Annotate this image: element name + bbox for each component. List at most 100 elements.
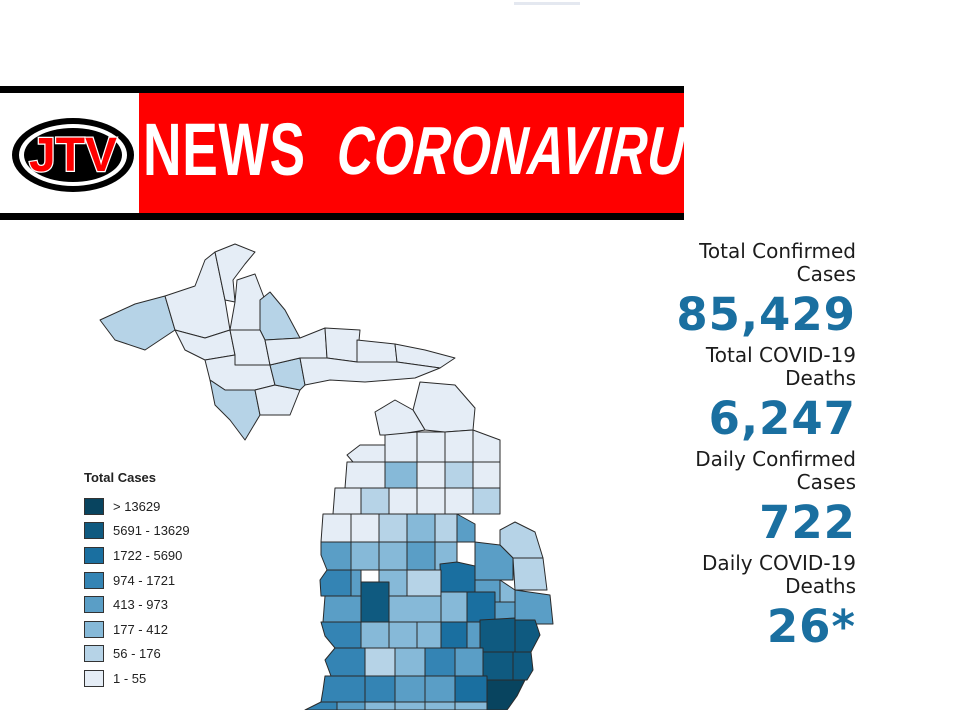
legend-label: 5691 - 13629 [113,523,190,539]
county-shape [440,621,468,649]
legend-swatch [84,497,104,515]
legend-rows: > 13629 5691 - 13629 1722 - 5690 974 - 1721… [84,494,190,691]
county-shape [378,513,408,543]
county-shape [304,701,338,710]
county-shape [454,701,488,710]
legend-swatch [84,620,104,638]
county-shape [254,384,301,416]
county-shape [384,431,418,463]
county-shape [406,541,436,571]
county-shape [350,541,380,571]
michigan-county-map [99,243,554,710]
county-shape [424,675,456,703]
county-shape [412,381,476,433]
legend-item: 56 - 176 [84,642,190,667]
legend-title: Total Cases [84,470,157,485]
stat-block: Total COVID-19 Deaths 6,247 [556,344,856,448]
stat-label: Deaths [785,366,856,390]
county-shape [440,591,468,623]
county-shape [259,291,301,341]
county-shape [512,557,548,591]
county-shape [360,581,390,623]
legend-label: 1722 - 5690 [113,547,183,563]
county-shape [454,647,484,677]
news-banner: JTV NEWS CORONAVIRUS [0,86,722,220]
county-shape [406,513,436,543]
county-shape [344,461,386,489]
county-shape [324,647,366,677]
county-shape [320,513,352,543]
county-shape [416,431,446,463]
county-shape [388,621,418,649]
stat-value: 26* [766,600,856,653]
legend-item: 974 - 1721 [84,568,190,593]
legend-label: 974 - 1721 [113,572,176,588]
county-shape [424,647,456,677]
county-shape [320,675,366,703]
legend-swatch [84,571,104,589]
legend-item: 413 - 973 [84,592,190,617]
stat-block: Daily COVID-19 Deaths 26* [556,552,856,656]
county-shape [350,569,362,597]
county-shape [299,357,441,386]
county-shape [332,487,362,515]
stat-value: 722 [759,496,856,549]
county-shape [472,429,501,463]
stat-label: Daily Confirmed [695,447,856,471]
legend-item: 1 - 55 [84,666,190,691]
stat-block: Total Confirmed Cases 85,429 [556,240,856,344]
banner-title: NEWS [143,108,306,191]
county-shape [356,339,398,363]
county-shape [319,569,352,597]
county-shape [416,461,446,489]
county-shape [424,701,456,710]
county-shape [454,675,488,703]
map-legend: Total Cases > 13629 5691 - 13629 1722 - 56… [84,470,190,691]
county-shape [434,513,458,543]
county-shape [394,701,426,710]
county-shape [374,399,426,436]
legend-item: 1722 - 5690 [84,543,190,568]
stat-block: Daily Confirmed Cases 722 [556,448,856,552]
county-shape [474,541,514,581]
legend-label: 177 - 412 [113,621,168,637]
legend-swatch [84,645,104,663]
county-shape [514,589,554,625]
county-shape [378,541,408,571]
county-shape [444,429,474,463]
county-shape [364,675,396,703]
stat-label: Deaths [785,574,856,598]
stat-label: Daily COVID-19 [702,551,856,575]
county-shape [394,675,426,703]
county-shape [456,513,476,543]
county-shape [394,343,456,369]
stat-label: Cases [796,262,856,286]
county-shape [439,561,476,593]
county-shape [406,569,442,597]
banner-subtitle: CORONAVIRUS [334,113,723,189]
county-shape [360,621,390,649]
county-shape [472,461,501,489]
legend-swatch [84,669,104,687]
county-shape [416,487,446,515]
logo-text: JTV [29,129,117,182]
county-shape [388,487,418,515]
county-shape [346,444,386,463]
county-shape [416,621,442,649]
county-shape [444,461,474,489]
top-divider [514,2,580,5]
stat-label: Total COVID-19 [705,343,856,367]
legend-item: 177 - 412 [84,617,190,642]
county-shape [320,541,352,571]
county-shape [360,487,390,515]
county-shape [214,243,256,303]
county-shape [324,327,361,363]
stat-label: Cases [796,470,856,494]
legend-swatch [84,596,104,614]
county-shape [320,621,362,649]
county-shape [322,595,362,623]
legend-label: 56 - 176 [113,646,161,662]
county-shape [472,487,501,515]
county-shape [388,595,442,623]
stat-label: Total Confirmed [699,239,856,263]
